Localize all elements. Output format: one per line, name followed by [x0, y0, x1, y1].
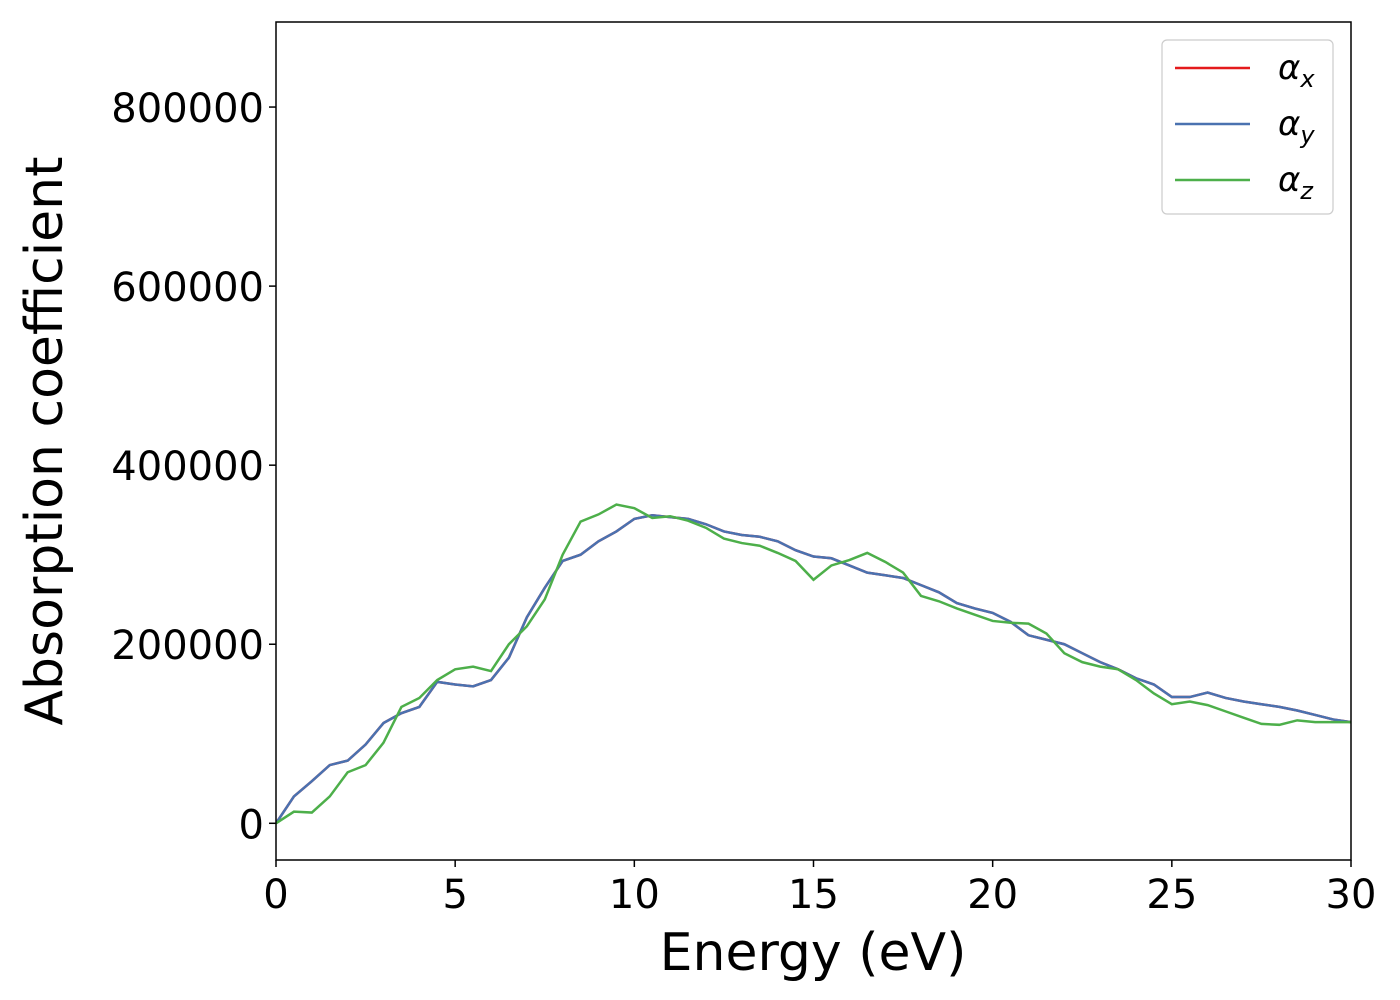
x-tick-label: 30 — [1326, 872, 1377, 918]
plot-frame — [275, 21, 1352, 861]
legend-label: αz — [1278, 160, 1314, 205]
line — [276, 503, 1351, 825]
legend-label: αy — [1278, 104, 1315, 149]
x-tick-label: 0 — [263, 872, 288, 918]
x-axis-label: Energy (eV) — [660, 923, 967, 983]
plot-area — [276, 503, 1351, 825]
y-tick-label: 200000 — [111, 623, 264, 669]
line — [276, 514, 1351, 824]
line — [276, 514, 1351, 824]
legend-label: αx — [1278, 48, 1315, 93]
y-axis-label: Absorption coefficient — [15, 156, 75, 725]
x-tick-label: 25 — [1146, 872, 1197, 918]
y-tick-label: 400000 — [111, 444, 264, 490]
y-tick-label: 600000 — [111, 265, 264, 311]
y-tick-label: 0 — [239, 802, 264, 848]
legend-box — [1161, 39, 1334, 215]
x-tick-label: 5 — [442, 872, 467, 918]
x-tick-label: 20 — [967, 872, 1018, 918]
x-tick-label: 15 — [788, 872, 839, 918]
y-tick-label: 800000 — [111, 86, 264, 132]
x-tick-label: 10 — [609, 872, 660, 918]
